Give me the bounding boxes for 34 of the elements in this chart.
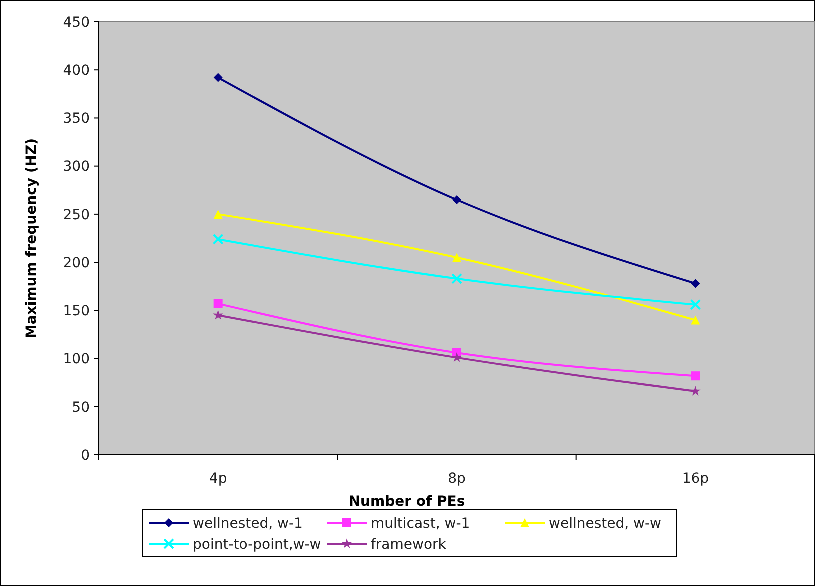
point (691, 316, 700, 325)
point (212, 234, 224, 245)
y-tick-label: 100 (63, 352, 90, 368)
point (691, 279, 700, 288)
point (452, 273, 462, 284)
point (690, 299, 702, 310)
point (213, 310, 224, 320)
y-tick-label: 150 (63, 304, 90, 320)
y-tick-label: 450 (63, 14, 90, 31)
point (214, 299, 223, 308)
legend-label: point-to-point,w-w (193, 536, 322, 553)
point (452, 352, 462, 362)
legend-label: wellnested, w-1 (193, 516, 303, 532)
x-tick-label: 8p (448, 471, 466, 487)
point (214, 210, 223, 219)
legend-label: wellnested, w-w (549, 516, 662, 532)
point (691, 372, 700, 381)
y-tick-label: 400 (63, 63, 90, 80)
y-tick-label: 300 (63, 159, 90, 176)
y-tick-label: 200 (63, 255, 90, 272)
point (690, 386, 701, 396)
y-tick-label: 350 (63, 111, 90, 128)
x-tick-label: 16p (682, 471, 710, 487)
x-axis-title: Number of PEs (348, 494, 466, 510)
y-tick-label: 0 (81, 448, 90, 464)
legend-label: multicast, w-1 (371, 516, 470, 532)
point (214, 73, 223, 82)
point (452, 196, 462, 205)
point (452, 253, 462, 262)
y-tick-label: 50 (72, 400, 90, 416)
y-axis-title: Maximum frequency (HZ) (24, 138, 40, 339)
x-tick-label: 4p (209, 471, 228, 487)
legend-label: framework (371, 536, 448, 553)
y-tick-label: 250 (63, 207, 90, 224)
